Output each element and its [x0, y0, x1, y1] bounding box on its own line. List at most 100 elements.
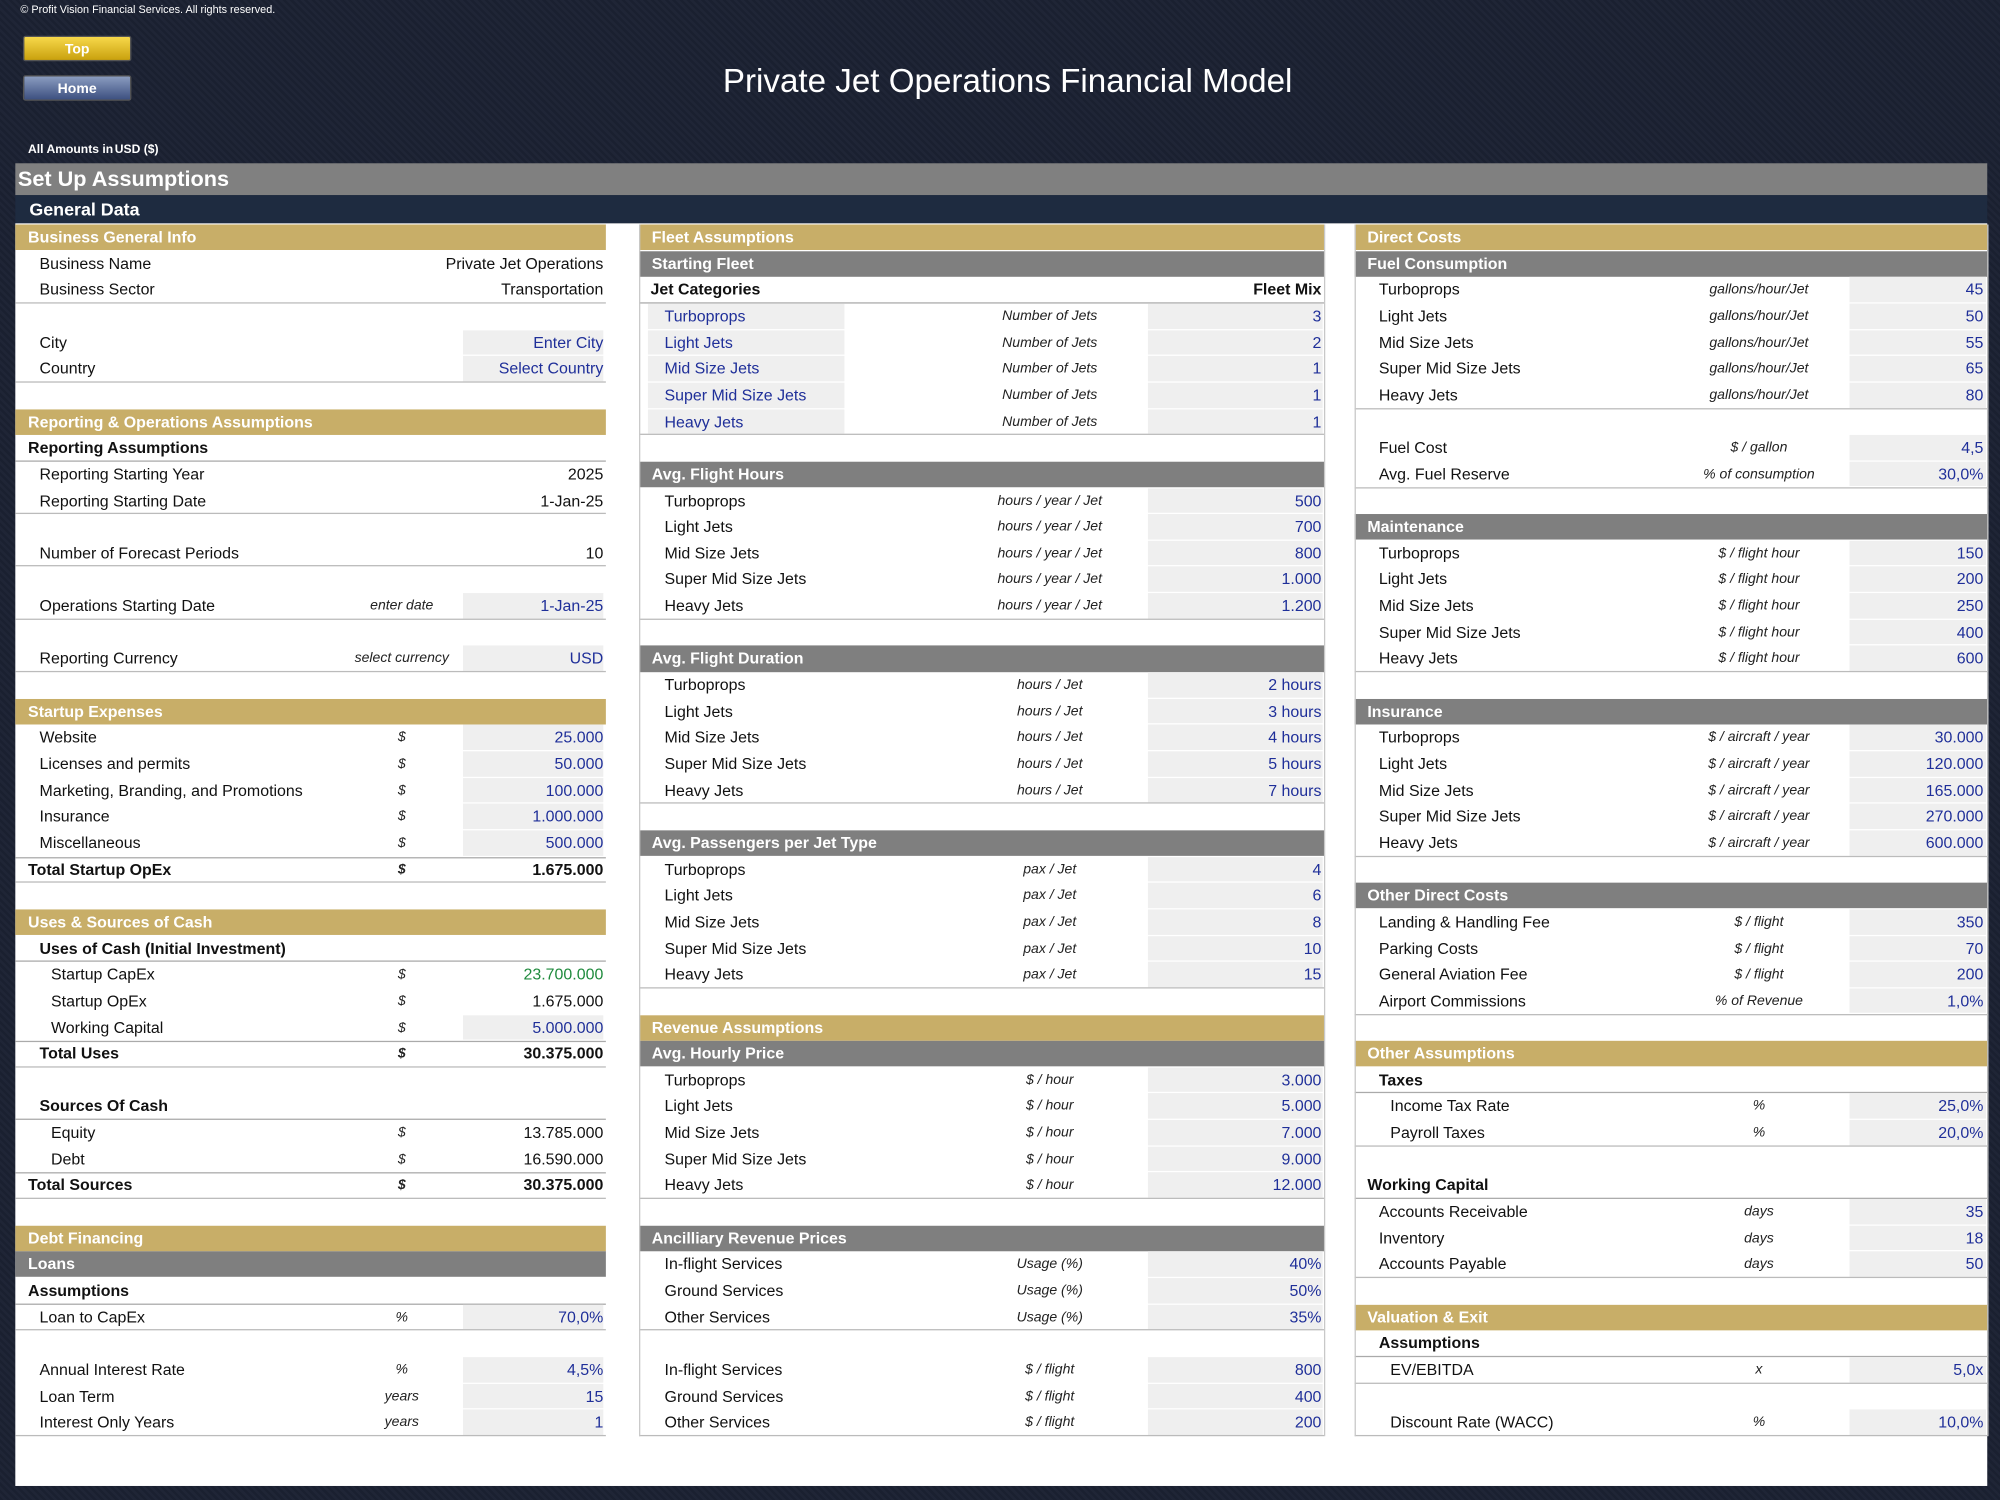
sub-header: Loans	[28, 1255, 76, 1274]
panel-edge	[1987, 224, 1989, 1437]
row-unit: $	[397, 730, 406, 746]
group-rule	[639, 1434, 1324, 1437]
top-button[interactable]: Top	[22, 35, 132, 62]
row-value: 25.000	[554, 728, 604, 747]
section-header-bg	[15, 698, 606, 725]
category-box	[647, 382, 845, 408]
row-value: 10	[1303, 939, 1322, 958]
row-label: Super Mid Size Jets	[664, 939, 807, 958]
row-value: 3.000	[1281, 1071, 1322, 1090]
input-box	[1147, 856, 1323, 882]
row-value: 80	[1965, 386, 1984, 405]
row-label: Country	[39, 360, 96, 378]
row-label: Mid Size Jets	[664, 913, 760, 931]
row-unit: $	[397, 1019, 406, 1036]
row-rule	[15, 1303, 606, 1305]
copyright: © Profit Vision Financial Services. All …	[20, 2, 276, 16]
row-label: Mid Size Jets	[1378, 781, 1474, 800]
input-box	[463, 1357, 604, 1383]
row-unit: Number of Jets	[1002, 387, 1098, 403]
input-box	[1849, 751, 1986, 777]
row-label: Business Name	[39, 254, 152, 273]
row-label: Super Mid Size Jets	[664, 755, 807, 773]
row-label: Turboprops	[664, 491, 746, 510]
row-value: 10,0%	[1938, 1413, 1984, 1432]
group-rule	[15, 381, 606, 383]
sub-header: Avg. Hourly Price	[651, 1044, 785, 1063]
row-label: Reporting Starting Date	[39, 491, 207, 510]
input-box	[1849, 356, 1986, 382]
row-value: 1	[1312, 360, 1322, 378]
sub-header: Insurance	[1367, 702, 1443, 721]
row-label: Mid Size Jets	[664, 1123, 760, 1142]
row-value: 30.000	[1934, 728, 1984, 747]
row-unit: $	[397, 993, 406, 1009]
group-rule	[1354, 670, 1988, 673]
row-value: 5.000	[1281, 1097, 1322, 1116]
row-unit: $ / aircraft / year	[1708, 756, 1810, 772]
input-box	[463, 724, 604, 750]
home-button[interactable]: Home	[22, 75, 132, 101]
section-header: Revenue Assumptions	[651, 1018, 824, 1037]
row-label: Jet Categories	[650, 280, 761, 299]
row-unit: Usage (%)	[1016, 1256, 1083, 1273]
row-label: Parking Costs	[1378, 939, 1479, 958]
row-label: Light Jets	[1378, 307, 1448, 326]
input-box	[1849, 540, 1986, 566]
sub-header: Maintenance	[1367, 518, 1464, 536]
category-box	[647, 329, 845, 355]
page-title: Private Jet Operations Financial Model	[722, 61, 1293, 100]
row-value: 23.700.000	[523, 965, 604, 984]
row-rule	[15, 1118, 606, 1121]
input-box	[1849, 988, 1986, 1014]
row-label: Ground Services	[664, 1387, 784, 1406]
row-label: Other Services	[664, 1413, 770, 1432]
row-value: 50	[1965, 307, 1984, 326]
row-value: 7.000	[1281, 1123, 1322, 1142]
row-label: Interest Only Years	[39, 1413, 175, 1432]
row-unit: $ / flight	[1025, 1414, 1075, 1431]
row-unit: $	[397, 1046, 406, 1062]
group-rule	[639, 618, 1324, 620]
row-unit: $ / hour	[1025, 1098, 1074, 1115]
row-rule	[15, 1172, 606, 1174]
sub-header: Fuel Consumption	[1367, 254, 1508, 273]
group-rule	[15, 881, 606, 883]
sub-header-bg	[639, 1225, 1324, 1252]
section-header: Debt Financing	[28, 1229, 144, 1248]
row-unit: pax / Jet	[1023, 967, 1077, 983]
row-value: 15	[585, 1387, 604, 1406]
row-unit: % of consumption	[1703, 466, 1815, 482]
input-box	[1849, 461, 1986, 487]
group-rule	[15, 670, 606, 673]
row-unit: days	[1744, 1256, 1774, 1273]
row-label: Light Jets	[664, 333, 733, 352]
row-unit: $ / flight hour	[1718, 571, 1800, 588]
row-value: USD	[569, 649, 604, 668]
row-value: 4 hours	[1268, 728, 1322, 747]
row-unit: $	[397, 809, 406, 825]
row-label: Light Jets	[664, 1097, 733, 1116]
row-label: Turboprops	[664, 1071, 746, 1090]
section-header-bg	[639, 224, 1324, 251]
row-value: 165.000	[1925, 781, 1984, 800]
row-value: 200	[1294, 1413, 1322, 1432]
row-label: Light Jets	[1378, 755, 1448, 773]
input-box	[1147, 329, 1323, 355]
row-label: Mid Size Jets	[1378, 333, 1474, 352]
row-label: Super Mid Size Jets	[664, 1150, 807, 1169]
row-label: Income Tax Rate	[1390, 1097, 1510, 1116]
input-box	[463, 329, 604, 355]
input-box	[1849, 1251, 1986, 1277]
row-unit: Number of Jets	[1002, 334, 1098, 351]
row-label: Accounts Receivable	[1378, 1202, 1528, 1221]
input-box	[1849, 777, 1986, 803]
sub-header: Avg. Flight Hours	[651, 465, 785, 484]
row-value: 45	[1965, 280, 1984, 299]
row-label: Marketing, Branding, and Promotions	[39, 781, 303, 800]
input-box	[1849, 1199, 1986, 1225]
row-label: Super Mid Size Jets	[1378, 360, 1521, 378]
row-unit: $	[397, 967, 406, 983]
row-unit: hours / year / Jet	[997, 571, 1103, 588]
row-value: 50	[1965, 1255, 1984, 1274]
